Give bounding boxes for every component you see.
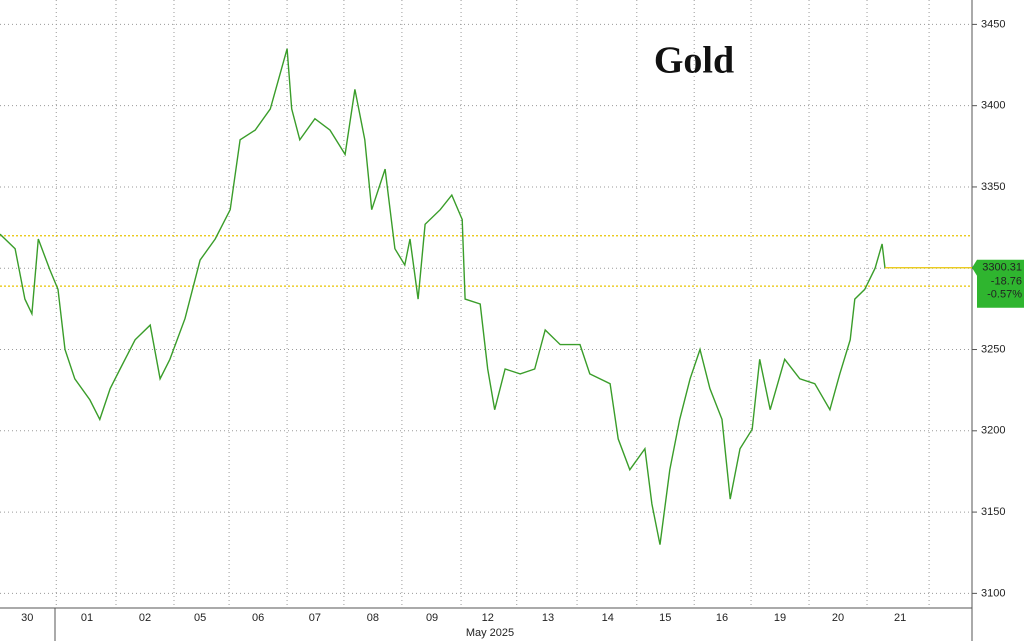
- x-tick-label: 20: [832, 612, 844, 624]
- x-tick-label: 09: [426, 612, 438, 624]
- last-price-label: 3300.31: [982, 262, 1022, 274]
- x-tick-label: 15: [659, 612, 671, 624]
- x-tick-label: 07: [309, 612, 321, 624]
- x-tick-label: 13: [542, 612, 554, 624]
- price-change-label: -18.76: [991, 276, 1022, 288]
- x-tick-label: 06: [252, 612, 264, 624]
- x-axis-title: May 2025: [466, 627, 514, 639]
- x-tick-label: 05: [194, 612, 206, 624]
- y-axis-band: [972, 0, 1024, 641]
- price-line: [0, 48, 886, 545]
- y-tick-label: 3200: [981, 425, 1005, 437]
- y-tick-label: 3350: [981, 181, 1005, 193]
- x-tick-label: 30: [21, 612, 33, 624]
- price-tag: [972, 259, 1024, 308]
- y-tick-label: 3450: [981, 18, 1005, 30]
- price-change-label: -0.57%: [987, 289, 1022, 301]
- x-tick-label: 21: [894, 612, 906, 624]
- y-tick-label: 3400: [981, 100, 1005, 112]
- y-tick-label: 3100: [981, 587, 1005, 599]
- x-tick-label: 19: [774, 612, 786, 624]
- y-tick-label: 3150: [981, 506, 1005, 518]
- x-tick-label: 12: [482, 612, 494, 624]
- x-tick-label: 08: [367, 612, 379, 624]
- y-tick-label: 3250: [981, 343, 1005, 355]
- x-tick-label: 14: [602, 612, 614, 624]
- x-tick-label: 01: [81, 612, 93, 624]
- x-tick-label: 02: [139, 612, 151, 624]
- x-tick-label: 16: [716, 612, 728, 624]
